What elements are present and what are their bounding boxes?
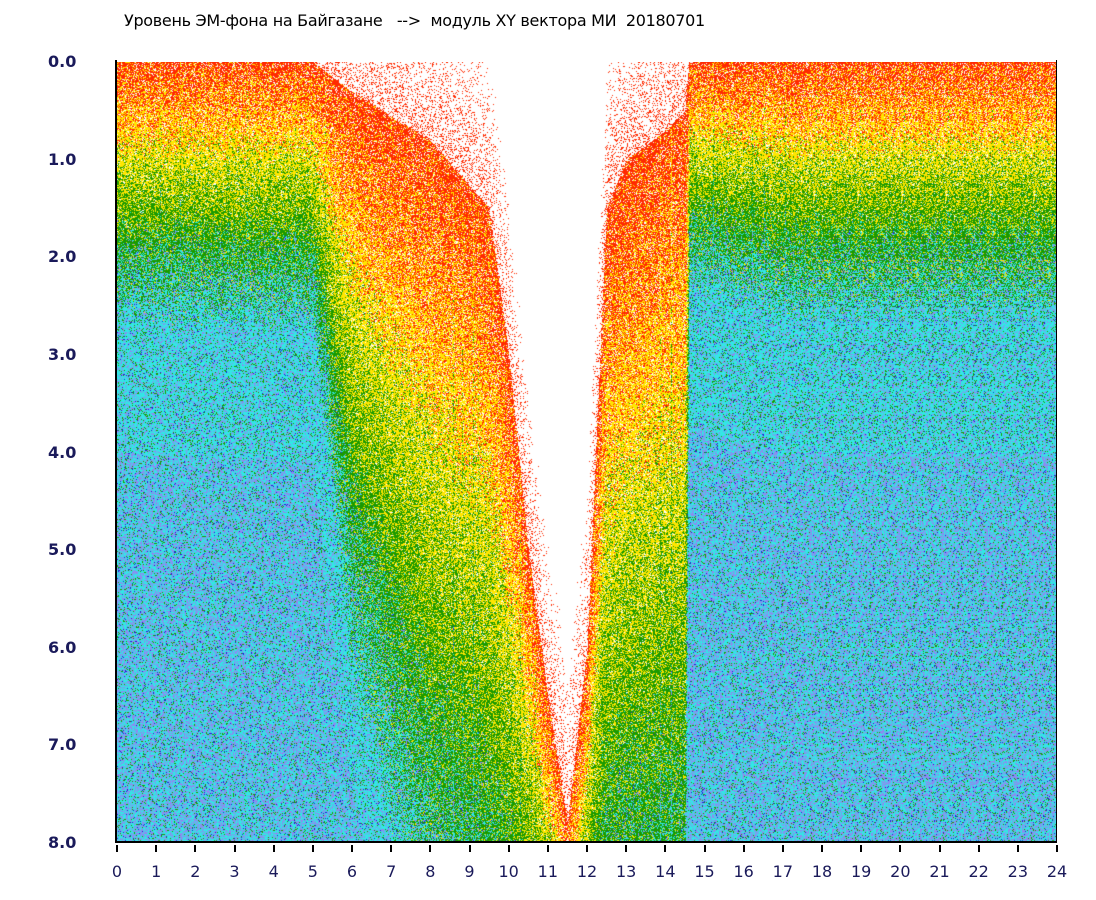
x-tick-label: 18 — [811, 862, 833, 881]
x-tick-mark — [272, 845, 275, 852]
x-tick-label: 6 — [346, 862, 358, 881]
x-tick-label: 4 — [268, 862, 279, 881]
x-tick-mark — [781, 845, 784, 852]
x-tick-mark — [664, 845, 667, 852]
y-tick-label: 8.0 — [48, 833, 77, 852]
x-tick-label: 17 — [772, 862, 794, 881]
plot-area — [117, 62, 1057, 843]
x-tick-mark — [468, 845, 471, 852]
x-tick-mark — [194, 845, 197, 852]
x-tick-mark — [233, 845, 236, 852]
density-scatter — [117, 62, 1057, 843]
x-tick-label: 5 — [307, 862, 318, 881]
x-tick-mark — [625, 845, 628, 852]
x-tick-label: 3 — [229, 862, 240, 881]
x-tick-label: 21 — [929, 862, 950, 881]
x-tick-label: 23 — [1007, 862, 1029, 881]
x-tick-mark — [938, 845, 941, 852]
axes-frame — [115, 60, 1057, 843]
x-tick-mark — [742, 845, 745, 852]
y-tick-label: 6.0 — [48, 637, 77, 657]
x-tick-label: 13 — [615, 862, 637, 881]
x-tick-label: 11 — [537, 862, 559, 881]
x-tick-label: 10 — [498, 862, 519, 881]
x-tick-label: 22 — [968, 862, 989, 881]
x-tick-mark — [155, 845, 158, 852]
x-tick-label: 14 — [655, 862, 676, 881]
x-tick-mark — [703, 845, 706, 852]
x-tick-mark — [1016, 845, 1019, 852]
x-tick-mark — [977, 845, 980, 852]
y-tick-label: 3.0 — [48, 344, 77, 364]
x-tick-label: 15 — [694, 862, 715, 881]
y-tick-label: 0.0 — [48, 52, 77, 71]
y-tick-label: 4.0 — [48, 442, 77, 462]
x-tick-mark — [507, 845, 510, 852]
y-tick-label: 7.0 — [48, 735, 77, 755]
x-tick-mark — [899, 845, 902, 852]
x-tick-label: 12 — [576, 862, 598, 881]
y-tick-label: 5.0 — [48, 540, 77, 560]
x-tick-label: 20 — [890, 862, 911, 881]
x-tick-label: 9 — [464, 862, 475, 881]
x-tick-mark — [116, 845, 118, 852]
x-tick-mark — [821, 845, 823, 852]
x-tick-label: 2 — [190, 862, 201, 881]
y-tick-label: 2.0 — [48, 247, 77, 267]
x-tick-label: 16 — [733, 862, 754, 881]
x-tick-label: 0 — [111, 862, 123, 881]
x-tick-mark — [860, 845, 863, 852]
chart-title: Уровень ЭМ-фона на Байгазане --> модуль … — [124, 11, 705, 30]
x-tick-label: 24 — [1046, 862, 1068, 881]
x-tick-mark — [390, 845, 393, 852]
x-tick-mark — [429, 845, 432, 852]
x-tick-mark — [586, 845, 588, 852]
x-tick-label: 7 — [386, 862, 397, 881]
x-tick-label: 1 — [151, 862, 162, 881]
y-tick-label: 1.0 — [48, 149, 77, 169]
x-tick-label: 8 — [425, 862, 436, 881]
x-tick-mark — [1056, 845, 1058, 852]
x-tick-mark — [311, 845, 314, 852]
x-tick-label: 19 — [850, 862, 872, 881]
x-tick-mark — [546, 845, 549, 852]
x-tick-mark — [351, 845, 353, 852]
